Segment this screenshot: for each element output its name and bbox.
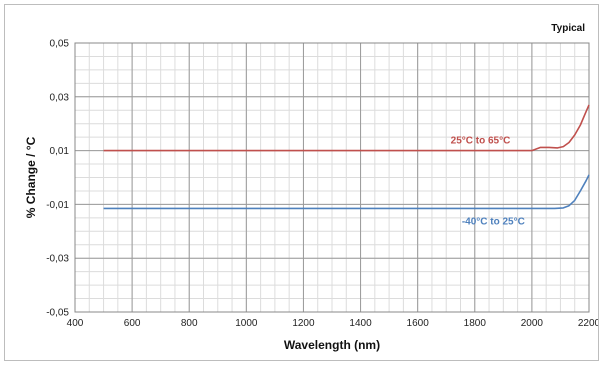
y-tick-label: -0,03: [46, 254, 69, 265]
typical-annotation: Typical: [551, 23, 585, 34]
x-axis-title: Wavelength (nm): [284, 338, 380, 352]
x-tick-label: 1800: [464, 318, 487, 329]
series-line-1: [103, 174, 590, 210]
series-labels: 25°C to 65°C -40°C to 25°C: [451, 135, 525, 227]
chart-frame: 400 600 800 1000 1200 1400 1600 1800 2000 2200 -0…: [4, 4, 599, 361]
y-tick-label: -0,01: [46, 200, 69, 211]
plot-area-border: [74, 42, 590, 313]
y-axis-ticks: -0,05 -0,03 -0,01 0,01 0,03 0,05: [46, 39, 69, 319]
x-tick-label: 400: [67, 318, 84, 329]
series-label-0: 25°C to 65°C: [451, 135, 511, 146]
series-label-1: -40°C to 25°C: [462, 216, 525, 227]
x-tick-label: 1400: [349, 318, 372, 329]
y-tick-label: -0,05: [46, 308, 69, 319]
x-tick-label: 2200: [578, 318, 598, 329]
line-chart: 400 600 800 1000 1200 1400 1600 1800 2000 2200 -0…: [24, 23, 598, 352]
x-tick-label: 1600: [407, 318, 430, 329]
x-axis-ticks: 400 600 800 1000 1200 1400 1600 1800 2000 2200: [67, 318, 598, 329]
y-tick-label: 0,03: [50, 92, 70, 103]
x-tick-label: 1000: [235, 318, 258, 329]
minor-gridlines: [74, 42, 590, 313]
x-tick-label: 600: [124, 318, 141, 329]
x-tick-label: 1200: [292, 318, 315, 329]
series-line-0: [103, 104, 590, 152]
x-tick-label: 800: [181, 318, 198, 329]
y-tick-label: 0,01: [50, 146, 70, 157]
y-axis-title: % Change / °C: [24, 136, 38, 218]
x-tick-label: 2000: [521, 318, 544, 329]
y-tick-label: 0,05: [50, 39, 70, 50]
series-layer: [103, 104, 590, 210]
